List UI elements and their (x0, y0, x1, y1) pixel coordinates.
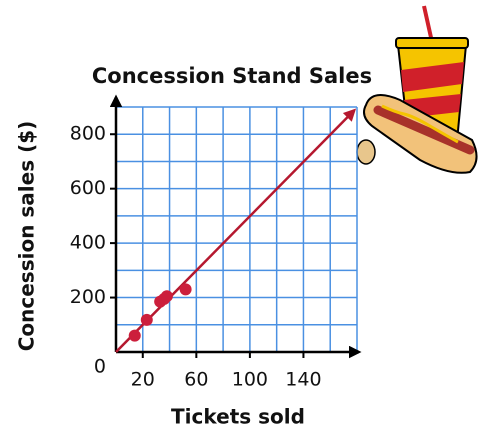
x-tick-label: 60 (184, 369, 208, 391)
y-axis-label: Concession sales ($) (15, 121, 39, 352)
point (140, 313, 153, 326)
trend-line (115, 108, 357, 353)
food-illustration (356, 5, 478, 174)
point (128, 329, 141, 342)
x-axis-label: Tickets sold (171, 405, 305, 429)
x-tick-label: 100 (232, 369, 268, 391)
y-tick-label: 600 (70, 177, 106, 199)
chart-title: Concession Stand Sales (92, 64, 372, 88)
x-tick-label: 20 (131, 369, 155, 391)
point (160, 290, 173, 303)
y-tick-label: 200 (70, 286, 106, 308)
x-tick-label: 0 (94, 356, 106, 378)
point (179, 283, 192, 296)
x-tick-label: 140 (285, 369, 321, 391)
y-tick-label: 400 (70, 232, 106, 254)
y-tick-label: 800 (70, 123, 106, 145)
